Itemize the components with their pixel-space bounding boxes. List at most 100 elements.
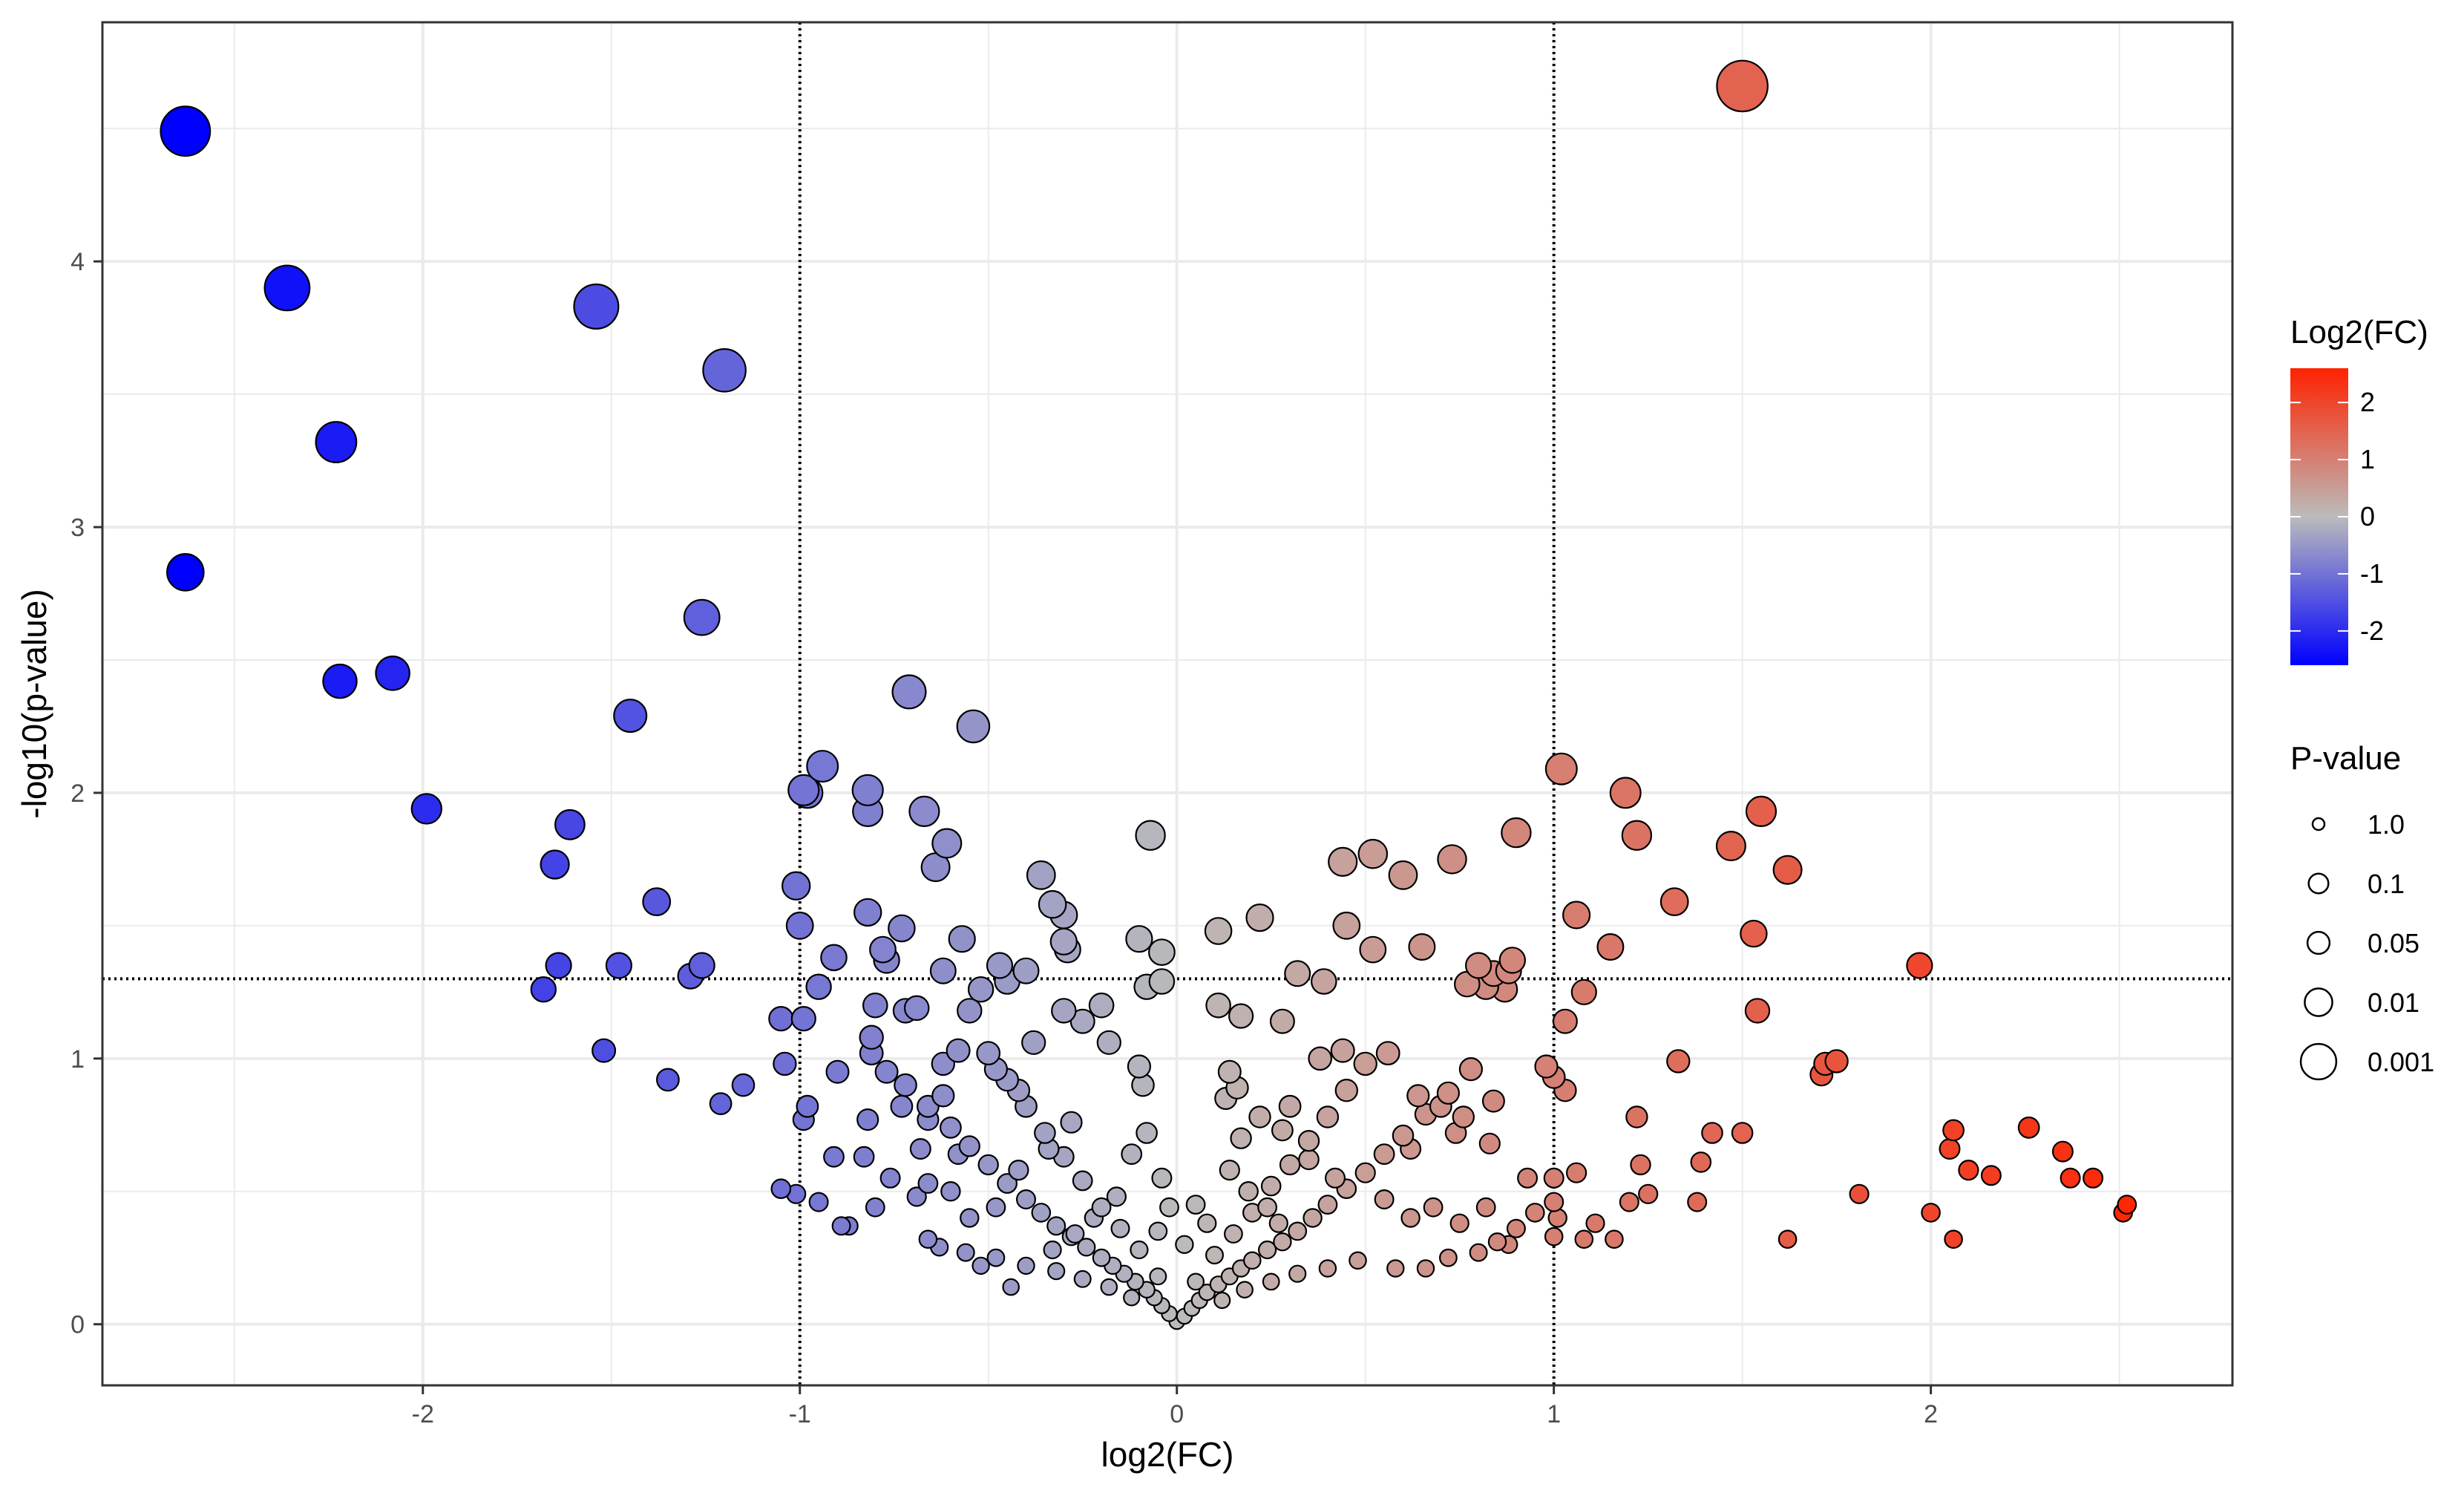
data-point [1596,932,1625,961]
data-point [1262,1273,1280,1291]
data-point [971,1256,990,1275]
data-point [731,1073,756,1097]
data-point [1906,952,1933,979]
data-point [1690,1151,1712,1173]
data-point [908,795,940,828]
data-point [1544,1226,1564,1247]
x-tick-label: 2 [1924,1400,1938,1428]
data-point [1288,1264,1307,1283]
data-point [859,1025,884,1050]
data-point [1544,1192,1564,1212]
data-point [929,957,957,984]
data-point [1777,1229,1798,1249]
x-tick-label: 0 [1170,1400,1184,1428]
data-point [1318,1259,1337,1278]
data-point [2051,1140,2074,1163]
data-point [1562,901,1591,930]
data-point [2060,1167,2081,1189]
data-point [410,793,443,825]
data-point [1619,1192,1639,1212]
size-legend-items: 1.0 0.1 0.05 0.01 0.001 [2299,809,2434,1081]
data-point [1269,1008,1295,1034]
data-point [956,1243,975,1262]
data-point [1223,1224,1243,1244]
data-point [1731,1122,1754,1144]
data-point [1092,1248,1111,1267]
data-point [1349,1251,1367,1270]
data-point [1185,1195,1206,1215]
data-point [825,1059,850,1084]
data-point [1517,1167,1539,1189]
data-point [1248,1105,1271,1128]
data-point [375,655,410,691]
colorbar-tick-label: -2 [2360,615,2384,646]
data-point [862,992,888,1019]
colorbar-tick-label: 2 [2360,387,2375,417]
data-point [2117,1195,2137,1215]
y-tick-label: 3 [71,514,85,542]
data-point [958,1135,980,1157]
data-point [1740,919,1768,948]
size-legend-circle [2306,930,2331,955]
size-legend-circle [2299,1042,2338,1081]
data-point [1716,59,1769,113]
data-point [1609,777,1642,809]
y-tick-label: 0 [71,1311,85,1339]
data-point [1187,1273,1205,1291]
data-point [1438,1248,1458,1267]
data-point [1980,1165,2002,1186]
data-point [1046,1216,1066,1236]
data-point [796,1094,819,1118]
data-point [1334,1078,1359,1102]
size-legend-label: 0.1 [2368,869,2405,899]
data-point [1219,1159,1240,1181]
data-point [2017,1116,2040,1139]
data-point [869,935,897,964]
data-point [1416,1259,1435,1278]
data-point [1088,992,1115,1019]
data-point [918,1229,938,1249]
data-point [1373,1143,1395,1165]
data-point [960,1208,980,1228]
data-point [1701,1122,1723,1144]
data-point [790,1005,816,1032]
data-point [1939,1137,1961,1160]
data-point [1047,1261,1066,1281]
data-point [917,1173,939,1194]
data-point [573,283,620,330]
data-point [1197,1213,1217,1233]
data-point [1123,1289,1141,1307]
data-point [1638,1183,1659,1204]
data-point [1354,1162,1376,1183]
data-point [1135,820,1166,851]
data-point [1051,998,1077,1024]
data-point [1353,1051,1377,1077]
data-point [787,774,820,806]
data-point [1605,1229,1624,1249]
data-point [1745,795,1777,828]
data-point [545,952,572,979]
data-point [530,976,557,1003]
data-point [1317,1195,1338,1215]
color-legend: Log2(FC) 2 1 0 -1 -2 [2290,314,2428,665]
data-point [853,1146,875,1168]
size-legend-circle [2311,817,2326,832]
data-point [263,264,311,312]
data-point [1400,1208,1421,1228]
data-point [1458,1056,1484,1082]
data-point [874,1059,899,1084]
data-point [1772,855,1803,885]
data-point [940,1180,961,1202]
data-point [997,1173,1018,1194]
data-point [1148,1221,1168,1241]
data-point [1715,830,1746,861]
data-point [1110,1218,1130,1238]
data-point [1525,1203,1545,1223]
data-point [823,1146,845,1168]
data-point [1328,846,1358,878]
data-point [1544,752,1578,785]
data-point [1386,1259,1405,1278]
data-point [1566,1162,1587,1183]
data-point [1136,1122,1158,1144]
data-point [894,1073,917,1097]
